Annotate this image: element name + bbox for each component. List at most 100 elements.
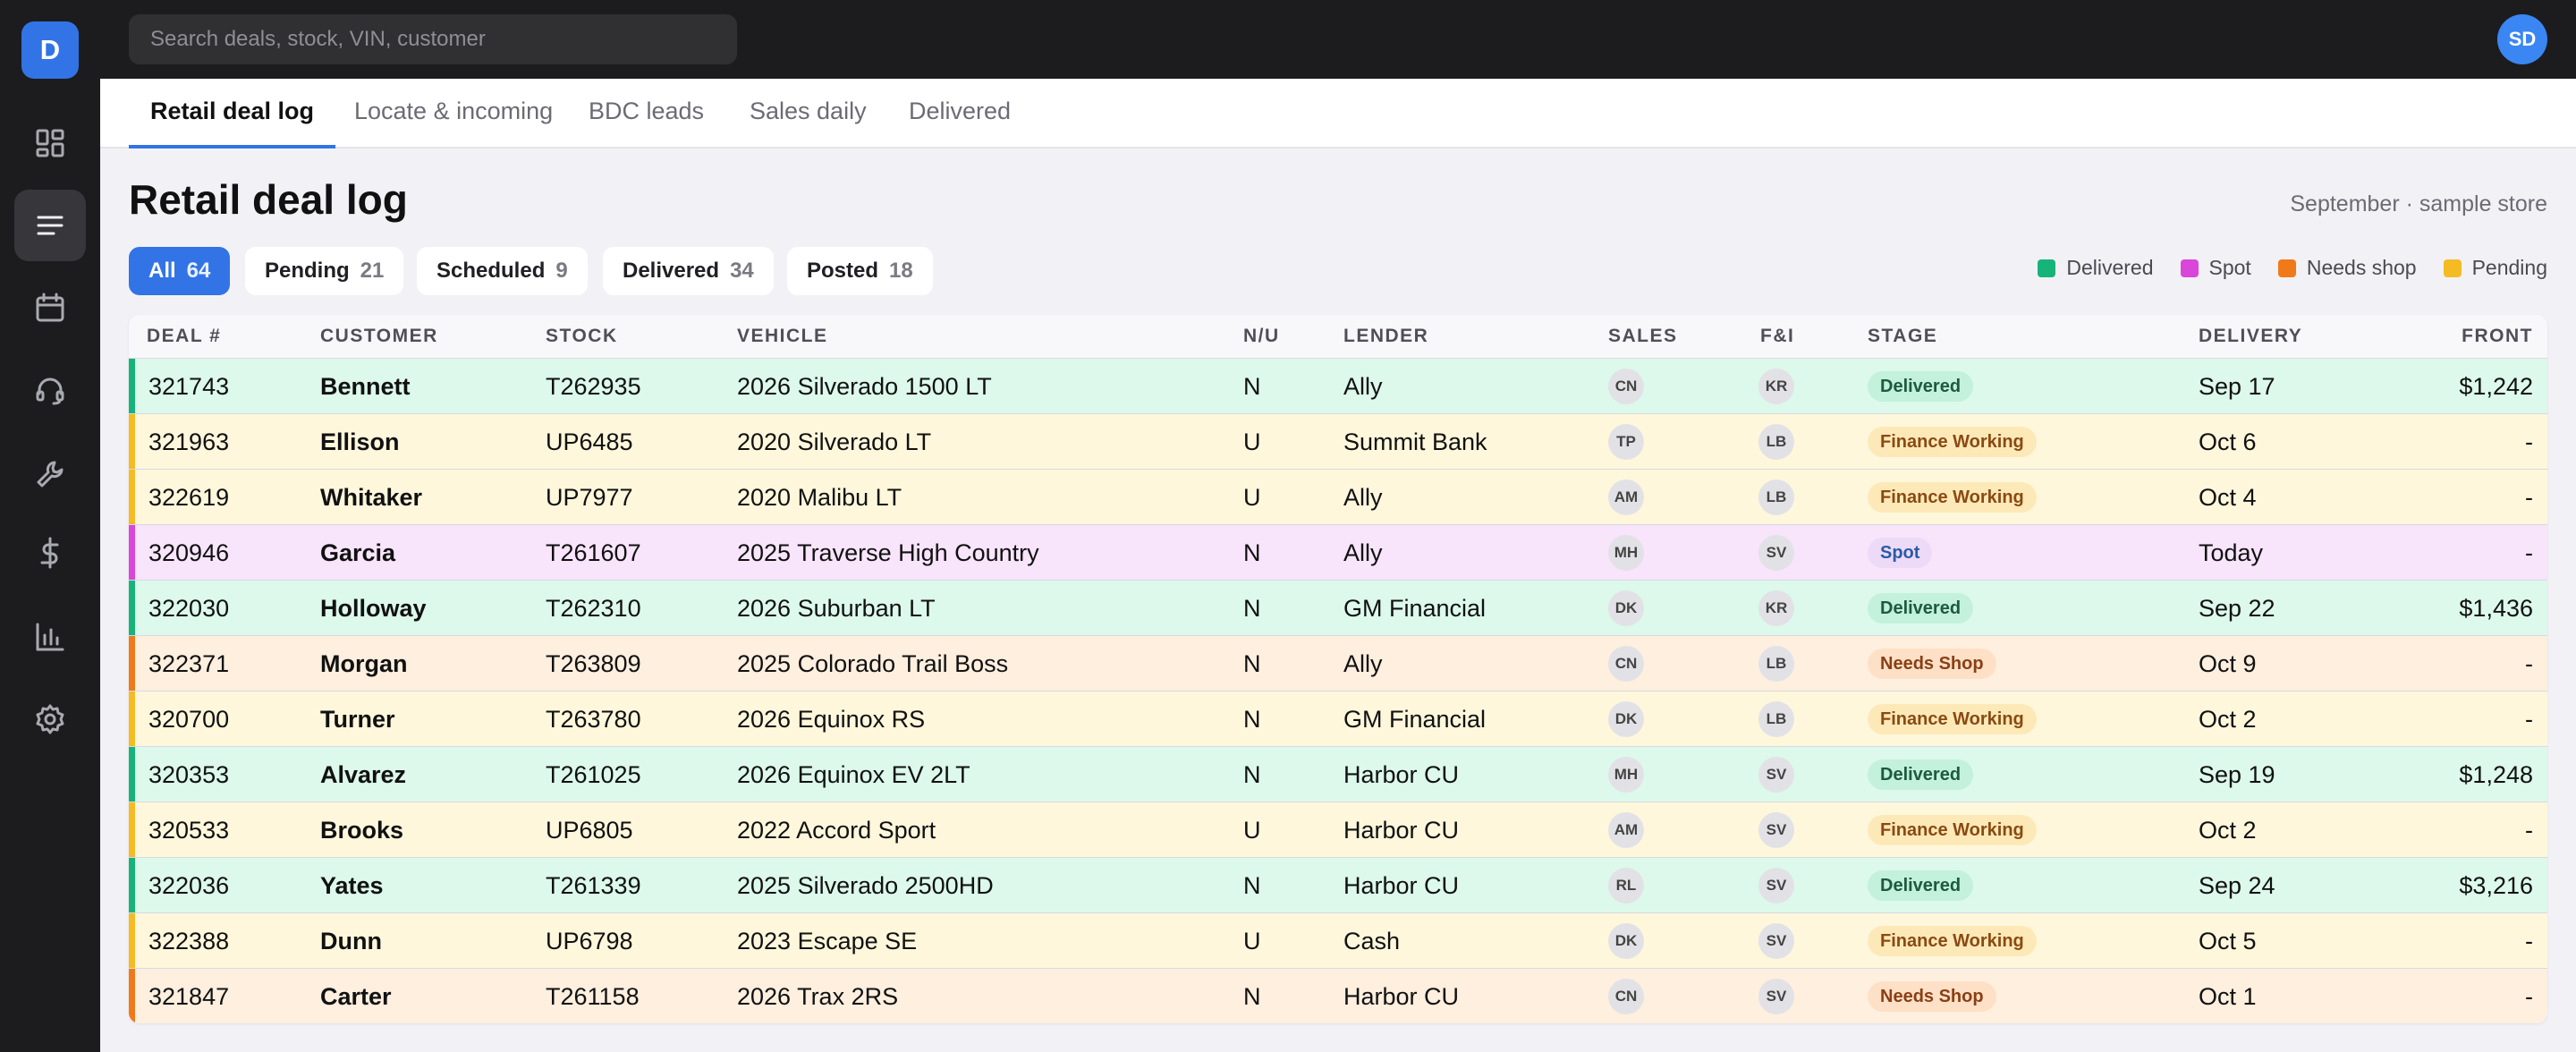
lender: Harbor CU [1343, 817, 1460, 844]
table-row[interactable]: 322619 Whitaker UP7977 2020 Malibu LT U Ally O… [129, 469, 2547, 524]
table-row[interactable]: 322036 Yates T261339 2025 Silverado 2500HD N… [129, 857, 2547, 912]
nav-dashboard[interactable] [14, 107, 86, 179]
search-input[interactable] [129, 14, 737, 64]
column-header-lender[interactable]: LENDER [1343, 326, 1429, 346]
delivery-date: Sep 22 [2199, 595, 2275, 622]
stock-number: T261025 [546, 761, 641, 788]
filter-posted[interactable]: Posted 18 [787, 247, 933, 295]
table-row[interactable]: 320946 Garcia T261607 2025 Traverse High Co… [129, 524, 2547, 580]
column-header-customer[interactable]: CUSTOMER [320, 326, 438, 346]
table-row[interactable]: 321847 Carter T261158 2026 Trax 2RS N Harbor … [129, 968, 2547, 1023]
tab-bar: Retail deal log Locate & incoming BDC le… [100, 79, 2576, 148]
vehicle: 2026 Suburban LT [737, 595, 936, 622]
filter-all[interactable]: All 64 [129, 247, 231, 295]
filter-count: 64 [186, 259, 211, 283]
nav-calendar[interactable] [14, 272, 86, 344]
app-logo[interactable]: D [21, 21, 79, 79]
column-header-fi[interactable]: F&I [1760, 326, 1795, 346]
status-color-bar [129, 969, 135, 1023]
table-row[interactable]: 322388 Dunn UP6798 2023 Escape SE U Cash Oct 5… [129, 912, 2547, 968]
status-color-bar [129, 470, 135, 524]
stock-number: T263809 [546, 650, 641, 677]
filter-label: Pending [265, 259, 350, 283]
tab-delivered[interactable]: Delivered [909, 98, 1012, 124]
fi-manager-avatar: LB [1758, 646, 1794, 682]
legend-needs-shop: Needs shop [2277, 256, 2417, 280]
table-row[interactable]: 320353 Alvarez T261025 2026 Equinox EV 2LT N… [129, 746, 2547, 802]
dollar-icon [40, 537, 59, 569]
lender: Ally [1343, 484, 1383, 511]
sales-rep-avatar: AM [1608, 479, 1644, 515]
sales-rep-avatar: DK [1608, 923, 1644, 959]
nav-bdc[interactable] [14, 354, 86, 426]
nav-reports[interactable] [14, 601, 86, 673]
stage-badge: Needs Shop [1868, 981, 1996, 1012]
stage-badge: Delivered [1868, 870, 1974, 901]
stage-badge: Finance Working [1868, 704, 2037, 734]
sales-rep-avatar: CN [1608, 979, 1644, 1014]
tab-retail-deal-log[interactable]: Retail deal log [129, 79, 336, 148]
delivery-date: Oct 6 [2199, 428, 2257, 455]
filter-scheduled[interactable]: Scheduled 9 [417, 247, 588, 295]
tab-sales-daily[interactable]: Sales daily [750, 98, 867, 124]
front-gross: - [2525, 928, 2533, 954]
stage-badge: Needs Shop [1868, 649, 1996, 679]
sales-rep-avatar: CN [1608, 646, 1644, 682]
filter-pending[interactable]: Pending 21 [245, 247, 404, 295]
column-header-stage[interactable]: STAGE [1868, 326, 1938, 346]
stage-badge: Finance Working [1868, 482, 2037, 513]
sales-rep-avatar: MH [1608, 535, 1644, 571]
status-color-bar [129, 691, 135, 746]
deal-number: 322036 [148, 872, 230, 899]
nav-settings[interactable] [14, 683, 86, 755]
user-avatar[interactable]: SD [2497, 14, 2547, 64]
status-color-bar [129, 636, 135, 691]
tab-bdc-leads[interactable]: BDC leads [589, 98, 705, 124]
tab-locate-incoming[interactable]: Locate & incoming [354, 98, 554, 124]
sales-rep-avatar: MH [1608, 757, 1644, 793]
filter-delivered[interactable]: Delivered 34 [603, 247, 774, 295]
customer-name: Holloway [320, 595, 427, 622]
table-row[interactable]: 321743 Bennett T262935 2026 Silverado 1500 … [129, 358, 2547, 413]
table-row[interactable]: 320700 Turner T263780 2026 Equinox RS N GM Fi… [129, 691, 2547, 746]
deal-number: 320533 [148, 817, 230, 844]
column-header-stock[interactable]: STOCK [546, 326, 618, 346]
stock-number: UP7977 [546, 484, 633, 511]
lender: Ally [1343, 539, 1383, 566]
column-header-vehicle[interactable]: VEHICLE [737, 326, 828, 346]
status-color-bar [129, 581, 135, 635]
sales-rep-avatar: RL [1608, 868, 1644, 904]
new-used: N [1243, 983, 1261, 1010]
status-color-bar [129, 858, 135, 912]
column-header-new-used[interactable]: N/U [1243, 326, 1280, 346]
column-header-delivery[interactable]: DELIVERY [2199, 326, 2303, 346]
nav-finance[interactable] [14, 517, 86, 589]
table-row[interactable]: 322371 Morgan T263809 2025 Colorado Trail B… [129, 635, 2547, 691]
nav-service[interactable] [14, 438, 86, 510]
dashboard-icon [36, 129, 64, 157]
column-header-front[interactable]: FRONT [2462, 326, 2533, 346]
lender: Summit Bank [1343, 428, 1487, 455]
deal-number: 322619 [148, 484, 230, 511]
sales-rep-avatar: AM [1608, 812, 1644, 848]
deal-number: 320946 [148, 539, 230, 566]
table-row[interactable]: 321963 Ellison UP6485 2020 Silverado LT U Sum… [129, 413, 2547, 469]
fi-manager-avatar: LB [1758, 701, 1794, 737]
column-header-sales[interactable]: SALES [1608, 326, 1678, 346]
table-row[interactable]: 322030 Holloway T262310 2026 Suburban LT N GM… [129, 580, 2547, 635]
table-row[interactable]: 320533 Brooks UP6805 2022 Accord Sport U Harb… [129, 802, 2547, 857]
deal-number: 322371 [148, 650, 230, 677]
new-used: N [1243, 595, 1261, 622]
legend-pending: Pending [2443, 256, 2547, 280]
stage-badge: Finance Working [1868, 815, 2037, 845]
legend-delivered: Delivered [2038, 256, 2154, 280]
nav-deal-log[interactable] [14, 190, 86, 261]
fi-manager-avatar: SV [1758, 979, 1794, 1014]
vehicle: 2023 Escape SE [737, 928, 918, 954]
status-color-bar [129, 359, 135, 413]
stock-number: T262935 [546, 373, 641, 400]
status-color-bar [129, 747, 135, 802]
top-bar: SD [100, 0, 2576, 79]
column-header-deal[interactable]: DEAL # [147, 326, 222, 346]
sales-rep-avatar: DK [1608, 590, 1644, 626]
